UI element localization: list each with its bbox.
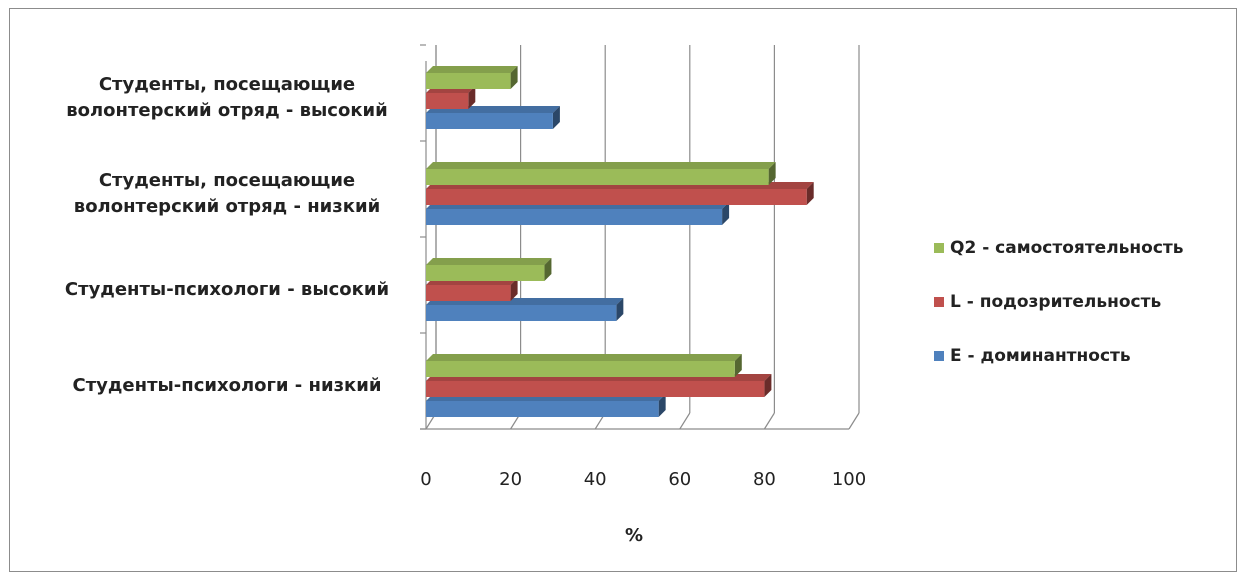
bar-1-3 [426, 202, 730, 225]
bar-chart: Студенты-психологи - низкий Студенты-псих… [65, 44, 1184, 546]
bar-3-3 [426, 162, 776, 185]
bar-3-4 [426, 66, 518, 89]
legend-item: E - доминантность [934, 346, 1131, 366]
bar-1-2 [426, 298, 624, 321]
legend-label: E - доминантность [950, 346, 1131, 366]
category-label: Студенты-психологи - низкий [73, 375, 382, 396]
bar-1-4 [426, 106, 560, 129]
bar-3-1 [426, 354, 742, 377]
x-tick-label: 40 [584, 469, 607, 490]
x-tick-label: 0 [420, 469, 431, 490]
bars [426, 66, 814, 417]
bar-2-2 [426, 278, 518, 301]
bar-2-4 [426, 86, 476, 109]
legend-item: Q2 - самостоятельность [934, 238, 1184, 258]
legend-swatch [934, 243, 944, 253]
legend-label: Q2 - самостоятельность [950, 238, 1184, 258]
x-tick-labels: 0 20 40 60 80 100 [420, 469, 866, 490]
legend: Q2 - самостоятельность L - подозрительнос… [934, 238, 1184, 366]
chart-frame: Студенты-психологи - низкий Студенты-псих… [9, 8, 1237, 572]
legend-item: L - подозрительность [934, 292, 1161, 312]
grid-floor-line [679, 412, 691, 430]
legend-swatch [934, 351, 944, 361]
grid-floor-line [848, 412, 860, 430]
x-tick-label: 20 [499, 469, 522, 490]
x-tick-label: 100 [832, 469, 866, 490]
bar-2-1 [426, 374, 772, 397]
grid-floor-line [763, 412, 775, 430]
category-label: Студенты-психологи - высокий [65, 279, 389, 300]
x-tick-label: 80 [753, 469, 776, 490]
x-tick-label: 60 [668, 469, 691, 490]
category-label: Студенты, посещающие волонтерский отряд -… [66, 74, 388, 121]
legend-swatch [934, 297, 944, 307]
bar-2-3 [426, 182, 814, 205]
category-label: Студенты, посещающие волонтерский отряд -… [74, 170, 380, 217]
x-axis-title: % [625, 525, 643, 546]
legend-label: L - подозрительность [950, 292, 1161, 312]
bar-3-2 [426, 258, 552, 281]
bar-1-1 [426, 394, 666, 417]
category-labels: Студенты-психологи - низкий Студенты-псих… [65, 74, 389, 396]
